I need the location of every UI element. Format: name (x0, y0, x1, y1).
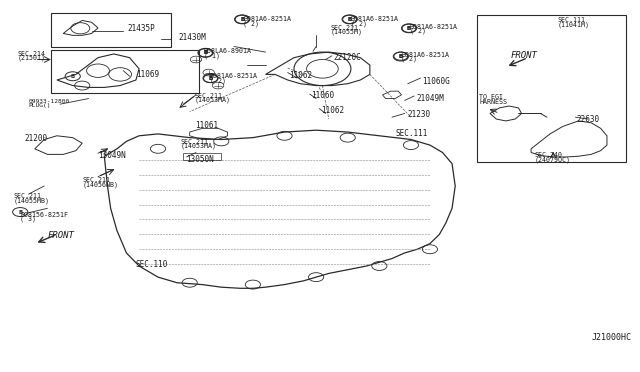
Text: ( 2): ( 2) (243, 20, 259, 27)
Text: 11062: 11062 (321, 106, 344, 115)
Text: B081A6-8251A: B081A6-8251A (243, 16, 291, 22)
Bar (51, 50, 199, 93)
Bar (51, 13, 171, 46)
Text: 21430M: 21430M (179, 33, 206, 42)
Text: SEC.110: SEC.110 (136, 260, 168, 269)
Text: B: B (399, 54, 403, 59)
Text: B: B (209, 76, 212, 81)
Text: B: B (18, 209, 22, 215)
Text: SEC.111: SEC.111 (395, 129, 428, 138)
Text: B: B (407, 26, 411, 31)
Text: 09933-12800: 09933-12800 (28, 99, 70, 104)
Text: 22120C: 22120C (334, 53, 362, 62)
Text: B: B (240, 17, 244, 22)
Text: (21501): (21501) (18, 55, 45, 61)
Text: B08LA6-8901A: B08LA6-8901A (204, 48, 252, 54)
Text: (14055MB): (14055MB) (14, 197, 50, 204)
Text: SEC.240: SEC.240 (534, 153, 563, 158)
Text: ( 2): ( 2) (351, 20, 367, 27)
Text: 13049N: 13049N (98, 151, 125, 160)
Text: (24079QC): (24079QC) (534, 156, 570, 163)
Text: SEC.211: SEC.211 (180, 139, 208, 145)
Text: 21230: 21230 (408, 110, 431, 119)
Bar (183, 153, 221, 160)
Text: SEC.214: SEC.214 (18, 51, 45, 57)
Text: 22630: 22630 (577, 115, 600, 124)
Text: B: B (399, 54, 403, 59)
Text: B: B (348, 17, 352, 22)
Text: PLUG(): PLUG() (28, 103, 51, 108)
Text: (14056NB): (14056NB) (82, 181, 118, 188)
Text: B: B (348, 17, 352, 22)
Text: SEC.211: SEC.211 (331, 25, 358, 31)
Text: 13050N: 13050N (186, 155, 214, 164)
Text: (14053MA): (14053MA) (180, 143, 216, 150)
Text: (14053MA): (14053MA) (195, 97, 231, 103)
Text: 11060G: 11060G (422, 77, 450, 86)
Text: B: B (240, 17, 244, 22)
Text: SEC.111: SEC.111 (557, 17, 586, 23)
Text: B: B (204, 50, 207, 55)
Text: 11061: 11061 (195, 121, 218, 130)
Text: 21200: 21200 (24, 134, 47, 143)
Text: ( 1): ( 1) (204, 52, 220, 59)
Text: 11062: 11062 (289, 71, 312, 80)
Text: 21049M: 21049M (416, 94, 444, 103)
Text: 11069: 11069 (136, 70, 159, 79)
Text: B: B (204, 50, 207, 55)
Text: FRONT: FRONT (47, 231, 74, 240)
Text: B081A6-8251A: B081A6-8251A (401, 52, 449, 58)
Text: B: B (209, 76, 212, 81)
Text: SEC.211: SEC.211 (195, 93, 223, 99)
Text: ( 2): ( 2) (410, 28, 426, 34)
Text: B: B (407, 26, 411, 31)
Text: (14055M): (14055M) (331, 29, 363, 35)
Text: J21000HC: J21000HC (591, 333, 631, 342)
Text: B08156-8251F: B08156-8251F (20, 212, 68, 218)
Text: FRONT: FRONT (511, 51, 538, 60)
Text: TO EGI: TO EGI (479, 94, 503, 100)
Bar (477, 15, 626, 162)
Text: B081A6-8251A: B081A6-8251A (210, 73, 258, 79)
Text: ( 3): ( 3) (20, 216, 36, 222)
Text: 21435P: 21435P (128, 24, 156, 33)
Text: B081A6-8251A: B081A6-8251A (410, 24, 458, 30)
Text: ( 2): ( 2) (210, 77, 226, 84)
Text: SEC.211: SEC.211 (82, 177, 110, 183)
Text: 11060: 11060 (311, 92, 334, 100)
Text: (11041M): (11041M) (557, 21, 589, 28)
Text: B: B (70, 74, 75, 79)
Text: ( 2): ( 2) (401, 56, 417, 62)
Text: B081A6-8251A: B081A6-8251A (351, 16, 399, 22)
Text: SEC.211: SEC.211 (14, 193, 42, 199)
Text: HARNESS: HARNESS (479, 99, 508, 105)
